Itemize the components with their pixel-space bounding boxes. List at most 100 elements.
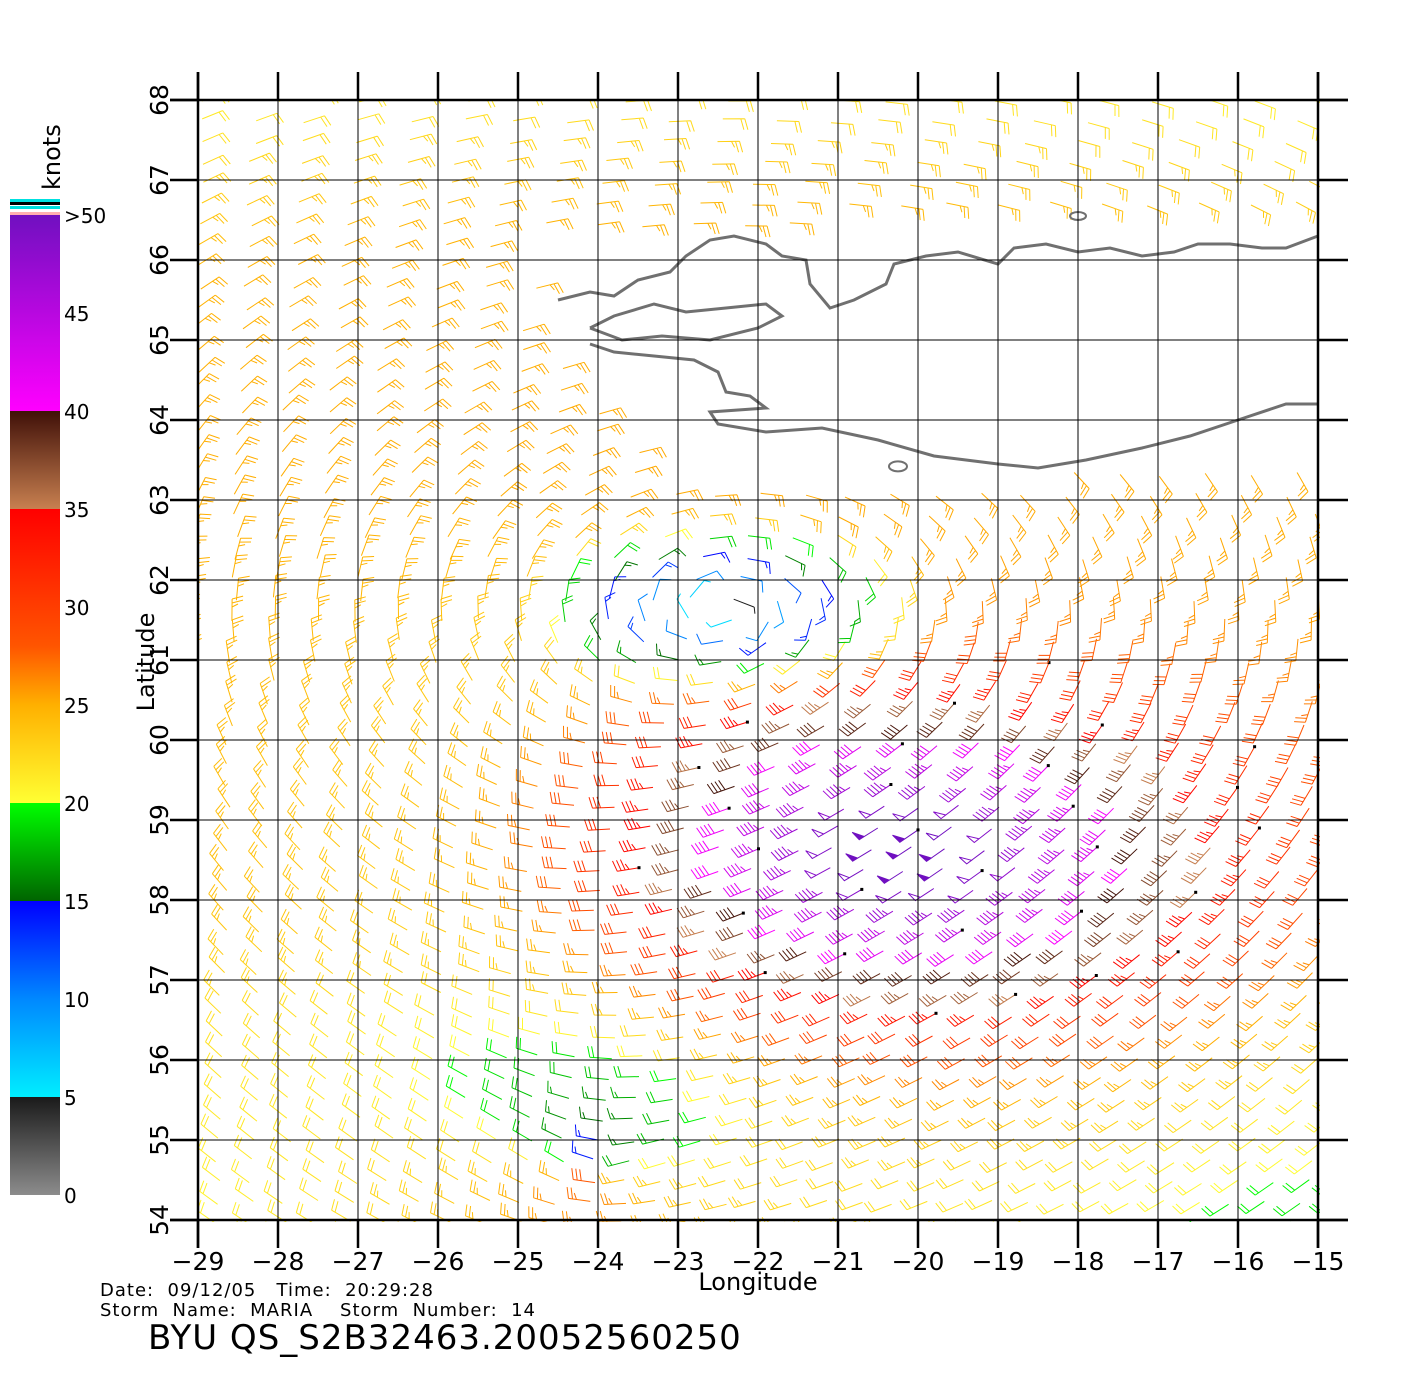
wind-barb xyxy=(486,279,515,291)
wind-barb xyxy=(1243,118,1265,139)
wind-barb xyxy=(169,1009,185,1034)
wind-barb xyxy=(567,119,594,132)
colorbar-label: 15 xyxy=(64,890,89,914)
wind-barb xyxy=(569,684,591,706)
wind-barb xyxy=(1087,807,1114,825)
wind-barb xyxy=(957,1117,986,1129)
wind-barb xyxy=(1158,184,1180,205)
wind-barb xyxy=(148,293,174,307)
wind-barb xyxy=(1232,141,1254,162)
wind-barb xyxy=(916,721,943,738)
wind-barb xyxy=(741,800,770,815)
wind-barb xyxy=(735,990,763,1004)
wind-barb xyxy=(268,612,280,639)
wind-barb xyxy=(1126,1221,1127,1222)
wind-barb xyxy=(231,615,244,642)
wind-barb xyxy=(693,1216,705,1222)
x-tick-label: −28 xyxy=(252,1247,305,1276)
wind-barb xyxy=(570,558,592,579)
wind-barb xyxy=(1121,721,1145,742)
wind-barb xyxy=(1198,908,1225,926)
wind-barb xyxy=(1024,143,1048,161)
wind-barb xyxy=(545,814,570,828)
wind-barb xyxy=(177,842,190,869)
wind-barb xyxy=(781,1115,809,1127)
wind-barb xyxy=(373,696,387,725)
wind-barb xyxy=(1072,577,1085,605)
wind-barb xyxy=(1348,204,1367,226)
wind-barb xyxy=(543,636,558,664)
wind-barb xyxy=(376,1033,395,1058)
wind-barb xyxy=(336,355,364,369)
wind-barb xyxy=(894,1076,923,1088)
wind-barb xyxy=(447,517,471,538)
wind-barb xyxy=(904,1033,933,1047)
wind-barb xyxy=(676,489,704,502)
wind-barb xyxy=(548,615,561,643)
wind-barb xyxy=(494,220,523,232)
wind-barb xyxy=(857,182,882,197)
wind-barb xyxy=(1224,683,1244,705)
wind-barb xyxy=(252,821,268,849)
wind-barb xyxy=(830,122,856,136)
wind-barb xyxy=(736,821,765,837)
wind-barb xyxy=(1089,1139,1117,1152)
wind-barb xyxy=(1024,1116,1052,1129)
wind-barb xyxy=(648,691,674,705)
wind-barb xyxy=(621,800,649,813)
wind-barb xyxy=(1293,954,1320,972)
wind-barb xyxy=(509,1095,530,1118)
wind-barb xyxy=(1122,556,1134,585)
wind-barb xyxy=(960,971,989,987)
wind-barb xyxy=(682,692,710,705)
wind-barb xyxy=(714,1114,743,1127)
wind-barb xyxy=(408,738,426,765)
wind-barb xyxy=(1078,724,1103,744)
wind-barb xyxy=(822,1097,851,1109)
wind-barb xyxy=(1042,1054,1070,1068)
wind-barb xyxy=(358,864,378,889)
wind-barb xyxy=(1250,475,1264,503)
wind-barb xyxy=(745,1136,774,1148)
wind-barb xyxy=(411,456,438,473)
wind-barb xyxy=(659,160,686,173)
wind-barb xyxy=(1008,701,1033,721)
wind-barb xyxy=(368,740,385,767)
wind-barb xyxy=(1095,994,1124,1009)
wind-barb xyxy=(1064,992,1092,1007)
wind-barb xyxy=(665,528,693,540)
wind-barb xyxy=(1050,703,1075,724)
wind-barb xyxy=(614,561,638,581)
wind-barb xyxy=(613,664,635,684)
wind-barb xyxy=(523,342,551,354)
wind-barb xyxy=(926,1099,955,1111)
wind-barb xyxy=(198,312,221,325)
wind-barb xyxy=(636,1132,665,1145)
wind-barb xyxy=(746,950,775,964)
wind-barb xyxy=(618,839,646,853)
wind-barb xyxy=(821,580,835,608)
wind-barb xyxy=(1245,805,1270,825)
wind-barb xyxy=(275,556,292,580)
wind-barb xyxy=(1304,938,1320,947)
wind-barb xyxy=(1119,474,1135,501)
wind-barb xyxy=(201,192,230,204)
rain-flag xyxy=(980,869,984,873)
wind-barb xyxy=(357,556,375,579)
wind-barb xyxy=(151,355,176,371)
wind-barb xyxy=(376,416,404,432)
wind-barb xyxy=(150,153,177,163)
wind-barb xyxy=(449,538,471,560)
wind-barb xyxy=(484,573,500,598)
wind-barb xyxy=(284,884,302,910)
wind-barb xyxy=(305,1139,325,1164)
wind-barb xyxy=(551,197,579,210)
wind-barb xyxy=(958,850,985,865)
wind-barb xyxy=(950,1140,979,1153)
wind-barb xyxy=(1297,120,1319,141)
wind-barb xyxy=(507,156,535,169)
y-tick-label: 57 xyxy=(145,964,174,996)
wind-barb xyxy=(1195,121,1218,141)
wind-barb xyxy=(1053,1015,1081,1030)
wind-barb xyxy=(571,1168,596,1184)
